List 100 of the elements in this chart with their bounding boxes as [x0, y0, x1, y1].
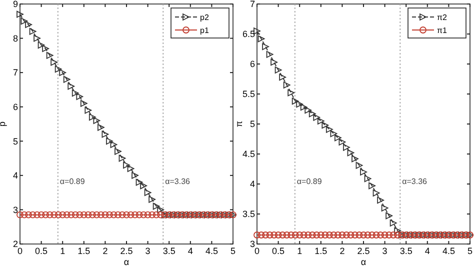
point	[136, 211, 143, 218]
y-tick-label: 6	[12, 102, 18, 112]
point	[140, 182, 147, 190]
x-tick-label: 5	[230, 246, 236, 256]
x-tick-label: 3.5	[162, 246, 176, 256]
point	[132, 172, 138, 179]
point	[63, 211, 70, 218]
point	[360, 168, 367, 176]
point	[300, 232, 308, 238]
point	[118, 154, 126, 162]
point	[322, 122, 329, 129]
point	[29, 28, 36, 35]
point	[25, 21, 32, 28]
y-tick-label: 5	[12, 136, 18, 146]
point	[317, 118, 324, 124]
point	[80, 211, 88, 218]
point	[16, 10, 24, 18]
point	[322, 232, 329, 238]
point	[88, 114, 96, 121]
x-tick-label: 4.5	[205, 246, 218, 256]
point	[377, 232, 384, 238]
point	[110, 141, 118, 148]
point	[308, 232, 316, 238]
x-tick-label: 0.5	[35, 246, 48, 256]
point	[152, 202, 160, 210]
point	[29, 211, 36, 218]
point	[338, 138, 346, 146]
y-tick-label: 3	[250, 239, 255, 250]
x-axis-title: α	[124, 257, 130, 267]
legend-label: π1	[437, 26, 448, 35]
point	[54, 211, 62, 218]
point	[279, 232, 286, 238]
point	[356, 162, 363, 169]
x-tick-label: 0	[254, 246, 260, 256]
point	[292, 98, 299, 105]
y-tick-label: 5.5	[242, 89, 255, 100]
point	[334, 232, 342, 238]
point	[308, 110, 316, 118]
x-tick-label: 1	[297, 246, 302, 256]
y-tick-label: 3	[12, 204, 18, 215]
point	[313, 232, 320, 238]
y-tick-label: 6	[250, 59, 255, 70]
point	[132, 211, 138, 218]
point	[34, 211, 40, 218]
point	[372, 232, 380, 238]
x-tick-label: 3.5	[400, 246, 412, 256]
point	[352, 155, 358, 162]
point	[270, 58, 278, 66]
point	[304, 106, 312, 114]
point	[270, 232, 278, 238]
point	[254, 232, 260, 238]
point	[364, 175, 372, 182]
point	[266, 50, 274, 58]
point	[140, 211, 147, 218]
y-tick-label: 4	[250, 179, 255, 190]
point	[88, 211, 96, 218]
point	[97, 211, 104, 218]
point	[274, 66, 282, 74]
y-tick-label: 3.5	[242, 209, 255, 220]
x-tick-label: 2	[102, 246, 108, 256]
point	[118, 211, 126, 218]
point	[80, 100, 88, 107]
point	[102, 211, 109, 218]
point	[144, 211, 152, 218]
point	[296, 100, 304, 108]
point	[292, 232, 299, 238]
point	[16, 211, 24, 218]
point	[390, 232, 397, 238]
x-tick-label: 4.5	[442, 246, 455, 256]
point	[84, 106, 92, 114]
point	[283, 82, 290, 88]
point	[42, 211, 50, 218]
point	[266, 232, 274, 238]
point	[288, 89, 295, 96]
ref-line-label: α=3.36	[165, 177, 191, 186]
point	[372, 190, 380, 196]
legend-label: p2	[200, 12, 210, 22]
point	[317, 232, 324, 238]
point	[148, 211, 156, 218]
x-tick-label: 2	[340, 246, 345, 256]
point	[157, 206, 164, 214]
ref-line-label: α=0.89	[60, 177, 86, 186]
point	[157, 211, 164, 218]
x-tick-label: 4	[424, 246, 430, 256]
point	[352, 232, 358, 238]
x-tick-label: 3	[145, 246, 150, 256]
x-axis-title: α	[360, 257, 366, 267]
point	[93, 211, 100, 218]
point	[20, 211, 28, 218]
point	[148, 196, 156, 203]
point	[381, 232, 388, 238]
point	[72, 211, 79, 218]
point	[123, 162, 130, 169]
y-tick-label: 4.5	[242, 149, 255, 160]
point	[394, 227, 402, 234]
legend-label: π2	[437, 12, 448, 22]
point	[262, 43, 269, 50]
x-tick-label: 0.5	[272, 246, 285, 256]
x-tick-label: 1	[60, 246, 66, 256]
legend-label: p1	[200, 26, 210, 35]
